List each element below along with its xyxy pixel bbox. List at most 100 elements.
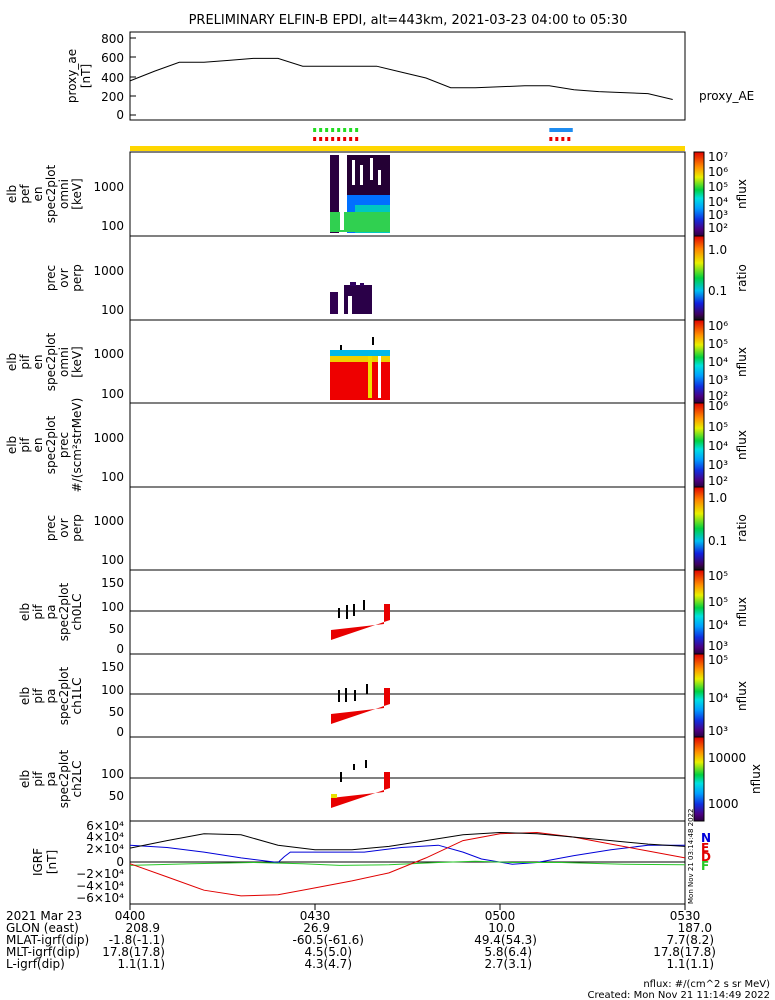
- spectrogram-panel-prec-ovr-perp-2: 1000 100 prec ovr perp 1.0 0.1 ratio: [44, 486, 749, 571]
- colorbar-tick-label: 10⁶: [708, 319, 728, 333]
- ylabel-line: pif: [31, 688, 45, 704]
- ephemeris-footer: 2021 Mar 23 0400 0430 0500 0530 GLON (ea…: [6, 909, 716, 971]
- igrf-tick-label: −4×10⁴: [76, 879, 124, 893]
- colorbar-tick-label: 10⁵: [708, 653, 728, 667]
- panel-frame: [129, 319, 686, 404]
- igrf-legend-n: N: [701, 831, 711, 845]
- pif-prec-tick-label: 100: [101, 470, 124, 484]
- mode-bar-segment: [349, 137, 353, 141]
- ylabel-line: #/(scm²strMeV): [70, 398, 84, 493]
- colorbar-label: nflux: [735, 681, 749, 711]
- colorbar-label: nflux: [735, 179, 749, 209]
- pif-omni-tick-label: 1000: [93, 347, 124, 361]
- proxy-ae-series-line: [129, 57, 673, 100]
- colorbar-tick-label: 1000: [708, 797, 739, 811]
- ylabel-line: omni: [57, 347, 71, 377]
- igrf-timestamp: Mon Nov 21 03:14:48 2022: [687, 809, 695, 904]
- colorbar-tick-label: 10⁶: [708, 399, 728, 413]
- colorbar: [693, 736, 705, 822]
- colorbar: [693, 653, 705, 738]
- time-axis-ticks: [129, 904, 686, 910]
- ch0LC-tick-label: 150: [101, 576, 124, 590]
- pitch-angle-panel-ch2LC: 100 50 elb pif pa spec2plot ch2LC 10000 …: [18, 736, 763, 822]
- igrf-e-line: [129, 860, 686, 866]
- colorbar-tick-labels: 10⁵ 10⁴ 10³: [708, 653, 728, 738]
- colorbar: [693, 235, 705, 321]
- colorbar: [693, 402, 705, 488]
- colorbar-tick-label: 10000: [708, 751, 746, 765]
- igrf-f-line: [129, 831, 686, 851]
- footer-cell: -60.5(-61.6): [293, 933, 364, 947]
- ylabel-line: pa: [44, 772, 58, 787]
- footer-cell: 26.9: [303, 921, 330, 935]
- igrf-legend: N E D F: [701, 831, 711, 873]
- igrf-ylabel-2: [nT]: [45, 850, 59, 874]
- colorbar-tick-label: 10³: [708, 373, 728, 387]
- proxy-ae-tick-marks: [130, 37, 136, 116]
- footer-row-label: MLAT-igrf(dip): [6, 933, 89, 947]
- ylabel-line: perp: [70, 264, 84, 292]
- proxy-ae-tick-label: 800: [101, 32, 124, 46]
- panel-frame: [129, 402, 686, 488]
- colorbar-tick-label: 10³: [708, 458, 728, 472]
- ch2LC-tick-label: 100: [101, 767, 124, 781]
- pif-omni-tick-label: 100: [101, 387, 124, 401]
- proxy-ae-legend: proxy_AE: [699, 89, 754, 103]
- colorbar-tick-labels: 10000 1000: [708, 751, 746, 811]
- pif-prec-ytick-labels: 1000 100: [93, 431, 124, 484]
- mode-indicator-bars: [130, 128, 685, 151]
- ylabel-line: spec2plot: [44, 332, 58, 391]
- panel-frame: [129, 736, 686, 822]
- pif-omni-ylabel: elb pif en spec2plot omni [keV]: [5, 332, 84, 391]
- colorbar-tick-labels: 10⁶ 10⁵ 10⁴ 10³ 10²: [708, 319, 728, 403]
- ch1LC-tick-label: 150: [101, 660, 124, 674]
- colorbar-tick-label: 10⁴: [708, 195, 728, 209]
- panel-frame: [129, 151, 686, 237]
- footer-cell: 208.9: [126, 921, 160, 935]
- colorbar: [693, 151, 705, 237]
- colorbar: [693, 569, 705, 655]
- igrf-panel: 6×10⁴ 4×10⁴ 2×10⁴ 0 −2×10⁴ −4×10⁴ −6×10⁴…: [31, 809, 711, 905]
- ylabel-line: [keV]: [70, 178, 84, 209]
- ylabel-line: omni: [57, 179, 71, 209]
- ylabel-line: elb: [18, 687, 32, 705]
- ylabel-line: pef: [18, 184, 32, 204]
- pef-omni-ylabel: elb pef en spec2plot omni [keV]: [5, 164, 84, 223]
- spectrogram-panel-pif-prec: 1000 100 elb pif en spec2plot prec #/(sc…: [5, 398, 749, 493]
- footer-cell: 5.8(6.4): [484, 945, 532, 959]
- ylabel-line: prec: [57, 432, 71, 458]
- ylabel-line: pa: [44, 689, 58, 704]
- colorbar: [693, 319, 705, 404]
- footer-time-0500: 0500: [485, 909, 516, 923]
- pitch-angle-panel-ch0LC: 150 100 50 0 elb pif pa spec2plot ch0LC …: [18, 569, 749, 656]
- igrf-tick-label: 4×10⁴: [86, 830, 124, 844]
- footer-cell: 4.5(5.0): [304, 945, 352, 959]
- colorbar-tick-label: 10⁵: [708, 595, 728, 609]
- pef-omni-ytick-labels: 1000 100: [93, 180, 124, 233]
- prec-ovr-perp-1-ylabel: prec ovr perp: [44, 264, 84, 292]
- ch1LC-ylabel: elb pif pa spec2plot ch1LC: [18, 666, 84, 725]
- colorbar-tick-labels: 10⁷ 10⁶ 10⁵ 10⁴ 10³ 10²: [708, 150, 728, 235]
- ch1LC-tick-label: 100: [101, 683, 124, 697]
- ylabel-line: spec2plot: [57, 749, 71, 808]
- colorbar-tick-label: 10⁶: [708, 165, 728, 179]
- pef-omni-spectrogram-blocks: [330, 155, 390, 233]
- igrf-tick-label: −2×10⁴: [76, 867, 124, 881]
- footer-row-label: L-igrf(dip): [6, 957, 65, 971]
- units-note: nflux: #/(cm^2 s sr MeV): [643, 979, 770, 990]
- footer-row-label: MLT-igrf(dip): [6, 945, 80, 959]
- colorbar-tick-label: 10⁵: [708, 420, 728, 434]
- mode-bar: [130, 146, 685, 151]
- ylabel-line: pa: [44, 605, 58, 620]
- colorbar-tick-labels: 10⁵ 10⁵ 10⁴ 10³: [708, 569, 728, 653]
- footer-date: 2021 Mar 23: [6, 909, 82, 923]
- ylabel-line: ch0LC: [70, 594, 84, 631]
- colorbar-tick-label: 10⁷: [708, 150, 728, 164]
- ylabel-line: spec2plot: [44, 164, 58, 223]
- colorbar-label: nflux: [735, 347, 749, 377]
- footer-cell: 49.4(54.3): [474, 933, 537, 947]
- proxy-ae-tick-label: 0: [116, 108, 124, 122]
- colorbar-tick-label: 0.1: [708, 534, 727, 548]
- mode-bar-segment: [337, 128, 341, 132]
